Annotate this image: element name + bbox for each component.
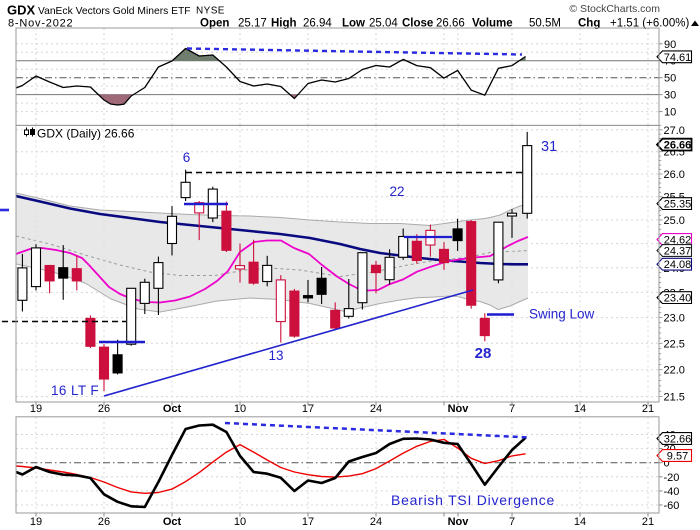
svg-text:Close: Close <box>402 18 433 30</box>
svg-text:-60: -60 <box>664 500 680 512</box>
svg-text:26.66: 26.66 <box>664 140 692 152</box>
svg-text:50: 50 <box>664 73 676 85</box>
svg-text:6: 6 <box>183 150 191 165</box>
svg-text:26.94: 26.94 <box>303 18 332 30</box>
svg-text:21: 21 <box>642 516 654 528</box>
svg-text:50.5M: 50.5M <box>529 18 561 30</box>
svg-text:Open: Open <box>200 18 229 30</box>
svg-text:7: 7 <box>509 516 515 528</box>
svg-text:21: 21 <box>642 403 654 415</box>
svg-text:7: 7 <box>509 403 515 415</box>
svg-text:10: 10 <box>234 516 246 528</box>
svg-text:NYSE: NYSE <box>196 6 225 17</box>
svg-text:-40: -40 <box>664 486 680 498</box>
svg-text:17: 17 <box>302 516 314 528</box>
svg-text:17: 17 <box>302 403 314 415</box>
svg-text:27.0: 27.0 <box>664 125 685 137</box>
svg-text:28: 28 <box>475 345 492 362</box>
svg-text:25.0: 25.0 <box>664 215 685 227</box>
svg-text:14: 14 <box>574 403 586 415</box>
svg-text:24: 24 <box>370 516 382 528</box>
svg-text:22.0: 22.0 <box>664 365 685 377</box>
svg-text:Low: Low <box>342 18 365 30</box>
svg-text:30: 30 <box>664 90 676 102</box>
svg-text:Bearish TSI Divergence: Bearish TSI Divergence <box>391 492 555 508</box>
svg-text:25.04: 25.04 <box>369 18 398 30</box>
svg-text:26.0: 26.0 <box>664 169 685 181</box>
svg-text:26: 26 <box>98 516 110 528</box>
svg-text:-20: -20 <box>664 472 680 484</box>
svg-text:10: 10 <box>234 403 246 415</box>
svg-text:Oct: Oct <box>163 403 182 415</box>
svg-text:13: 13 <box>268 348 283 363</box>
svg-text:32.66: 32.66 <box>664 434 692 446</box>
svg-text:26.66: 26.66 <box>436 18 465 30</box>
svg-text:23.0: 23.0 <box>664 313 685 325</box>
svg-text:25.17: 25.17 <box>238 18 267 30</box>
svg-text:Nov: Nov <box>448 516 470 528</box>
svg-text:16 LT F: 16 LT F <box>51 383 99 398</box>
svg-text:14: 14 <box>574 516 586 528</box>
svg-text:Oct: Oct <box>163 516 182 528</box>
svg-text:90: 90 <box>664 39 676 51</box>
svg-text:0: 0 <box>664 458 670 470</box>
svg-text:8-Nov-2022: 8-Nov-2022 <box>8 18 73 30</box>
svg-text:24.62: 24.62 <box>664 235 692 247</box>
svg-text:23.40: 23.40 <box>664 293 692 305</box>
svg-text:26: 26 <box>98 403 110 415</box>
svg-text:Volume: Volume <box>472 18 513 30</box>
svg-text:+1.51 (+6.00%): +1.51 (+6.00%) <box>610 18 689 30</box>
svg-text:9.57: 9.57 <box>667 451 688 463</box>
svg-text:© StockCharts.com: © StockCharts.com <box>569 3 660 15</box>
svg-text:High: High <box>271 18 297 30</box>
svg-text:GDX: GDX <box>7 3 36 18</box>
svg-text:22.5: 22.5 <box>664 338 685 350</box>
svg-text:10: 10 <box>664 107 676 119</box>
svg-text:24.37: 24.37 <box>664 246 692 258</box>
svg-text:Swing Low: Swing Low <box>529 307 595 322</box>
svg-text:31: 31 <box>541 139 557 155</box>
svg-text:Nov: Nov <box>448 403 470 415</box>
svg-text:22: 22 <box>389 184 404 199</box>
svg-text:24: 24 <box>370 403 382 415</box>
svg-text:19: 19 <box>30 403 42 415</box>
svg-text:25.35: 25.35 <box>664 199 692 211</box>
svg-text:Chg: Chg <box>578 18 600 30</box>
svg-text:74.61: 74.61 <box>664 52 692 64</box>
svg-text:24.08: 24.08 <box>664 259 692 271</box>
svg-text:GDX (Daily) 26.66: GDX (Daily) 26.66 <box>37 127 135 141</box>
svg-text:21.5: 21.5 <box>664 392 685 404</box>
svg-text:VanEck Vectors Gold Miners ETF: VanEck Vectors Gold Miners ETF <box>38 6 191 17</box>
svg-text:19: 19 <box>30 516 42 528</box>
